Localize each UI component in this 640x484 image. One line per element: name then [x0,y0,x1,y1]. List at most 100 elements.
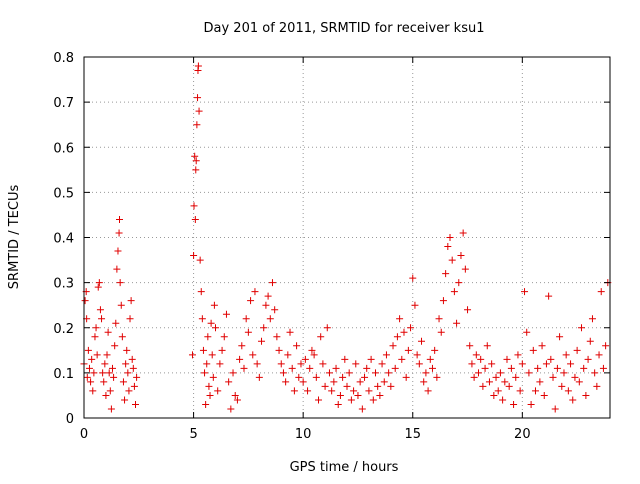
data-point [117,301,125,309]
data-point [194,62,202,70]
grid [84,57,610,418]
data-point [85,364,93,372]
data-point [553,364,561,372]
data-point [396,315,404,323]
data-point [398,355,406,363]
chart-title: Day 201 of 2011, SRMTID for receiver ksu… [204,21,485,36]
data-point [393,333,401,341]
data-point [540,391,548,399]
data-point [341,355,349,363]
data-point [93,351,101,359]
data-point [409,274,417,282]
data-point [369,396,377,404]
data-point [116,215,124,223]
data-point [306,364,314,372]
data-point [461,265,469,273]
data-point [197,288,205,296]
data-point [350,387,358,395]
data-point [339,373,347,381]
data-point [268,279,276,287]
data-point [556,333,564,341]
data-point [295,373,303,381]
data-point [597,288,605,296]
data-point [466,342,474,350]
data-point [188,351,196,359]
data-point [94,283,102,291]
data-point [118,333,126,341]
data-point [225,378,233,386]
data-point [88,355,96,363]
data-point [130,382,138,390]
data-point [288,364,296,372]
y-tick-label: 0.2 [53,322,74,337]
data-point [494,387,502,395]
data-point [255,373,263,381]
data-point [238,342,246,350]
data-point [328,387,336,395]
data-point [297,360,305,368]
data-point [321,382,329,390]
data-points [80,62,612,413]
data-point [510,400,518,408]
y-tick-label: 0.6 [53,141,74,156]
data-point [126,315,134,323]
data-point [214,387,222,395]
data-point [128,355,136,363]
data-point [244,328,252,336]
data-point [104,328,112,336]
data-point [361,373,369,381]
data-point [485,378,493,386]
data-point [475,369,482,377]
data-point [420,378,428,386]
data-point [450,288,458,296]
data-point [523,328,531,336]
data-point [220,333,228,341]
data-point [569,396,577,404]
data-point [345,369,353,377]
data-point [193,121,201,129]
data-point [277,360,285,368]
data-point [367,355,375,363]
data-point [521,288,529,296]
data-point [111,342,119,350]
data-point [496,369,504,377]
data-point [208,351,216,359]
data-point [315,396,323,404]
data-point [382,351,390,359]
data-point [347,396,355,404]
data-point [240,364,248,372]
data-point [264,292,272,300]
data-point [477,355,485,363]
data-point [505,382,513,390]
data-point [343,382,351,390]
y-tick-label: 0.4 [53,232,74,247]
data-point [286,328,294,336]
data-point [123,346,131,354]
y-axis-label: SRMTID / TECUs [7,185,22,290]
data-point [124,369,132,377]
data-point [262,301,270,309]
data-point [323,324,331,332]
data-point [334,400,342,408]
data-point [249,351,257,359]
data-point [422,369,430,377]
data-point [387,382,395,390]
data-point [578,324,586,332]
data-point [424,387,432,395]
y-tick-label: 0 [66,412,74,427]
data-point [534,364,542,372]
data-point [87,378,95,386]
data-point [545,292,553,300]
data-point [483,342,491,350]
y-tick-label: 0.5 [53,186,74,201]
data-point [304,387,312,395]
data-point [194,94,202,102]
data-point [527,400,535,408]
data-point [317,333,325,341]
x-tick-label: 20 [514,427,531,442]
data-point [207,319,215,327]
data-point [103,351,111,359]
data-point [404,346,412,354]
data-point [459,229,467,237]
